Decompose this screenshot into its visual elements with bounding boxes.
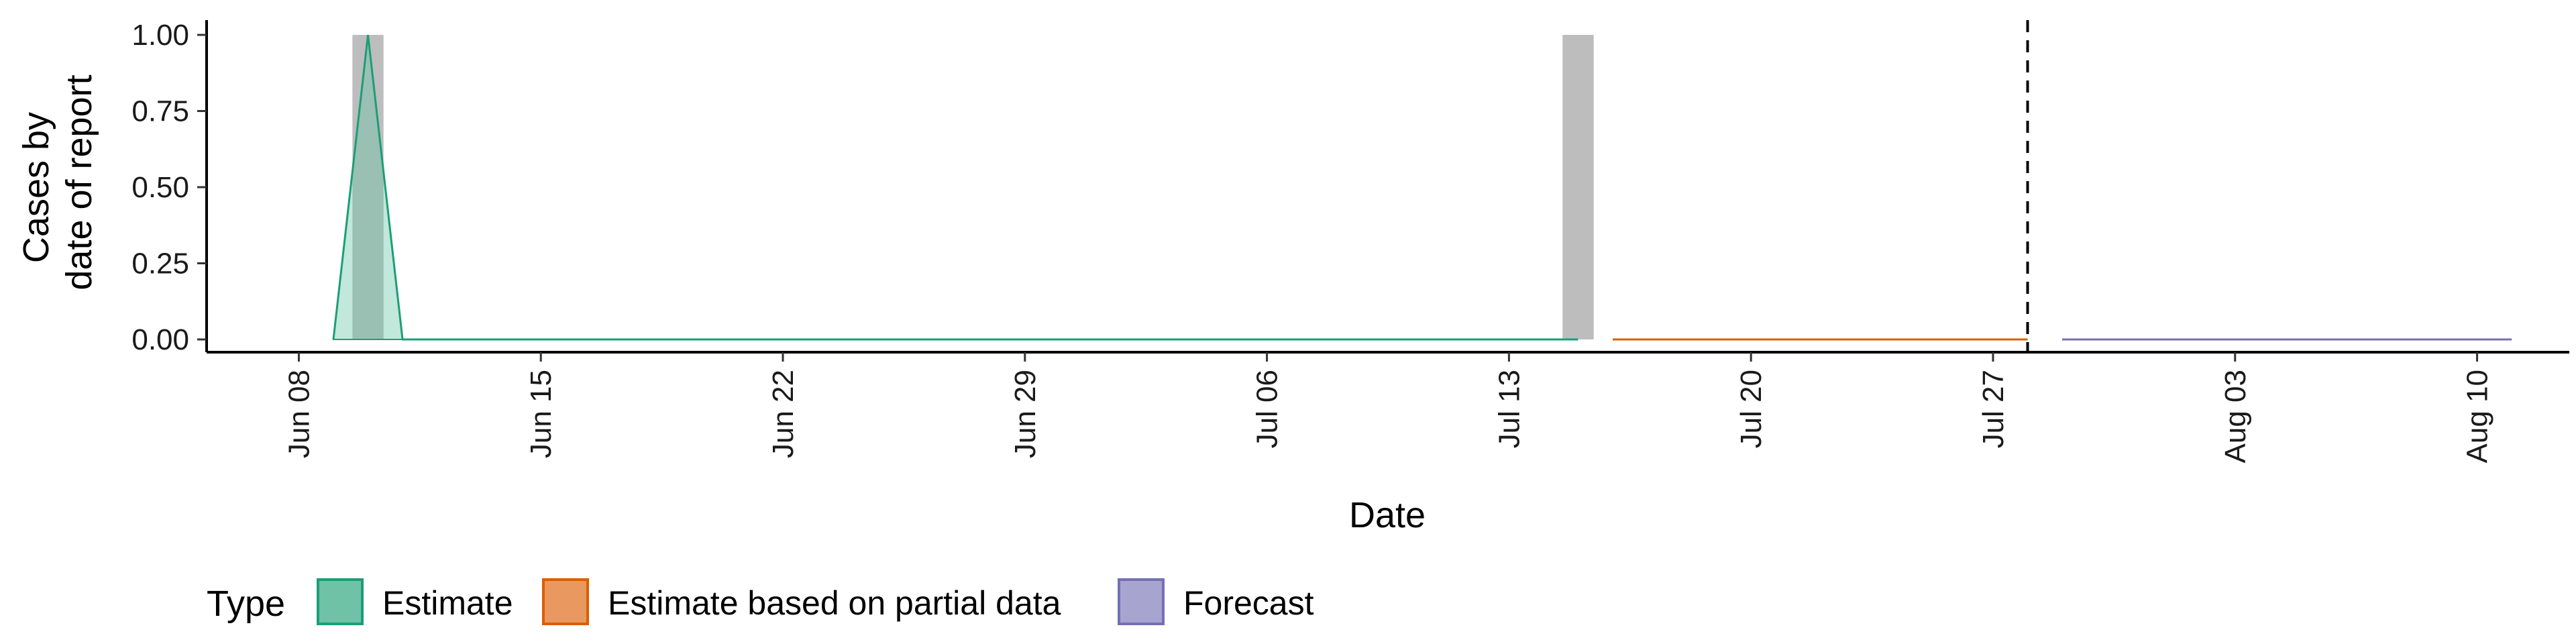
legend-title: Type [207, 584, 285, 624]
y-tick-label-5: 1.00 [131, 19, 189, 52]
x-tick-label-8: Jul 27 [1977, 370, 2010, 448]
reported-case-bar-2 [1562, 35, 1594, 339]
reported-case-bar-1 [352, 35, 384, 339]
x-axis-title: Date [1349, 495, 1426, 535]
x-tick-label-1: Jun 08 [282, 370, 315, 458]
x-tick-label-6: Jul 13 [1493, 370, 1525, 448]
series-ribbon-1 [332, 34, 1578, 340]
y-tick-label-3: 0.50 [131, 171, 189, 204]
x-tick-label-5: Jul 06 [1251, 370, 1284, 448]
series-line-1 [332, 34, 1578, 341]
y-axis-title-line-1: Cases by [16, 112, 56, 263]
x-tick-label-2: Jun 15 [525, 370, 557, 458]
x-tick-label-9: Aug 03 [2219, 370, 2252, 463]
y-tick-label-2: 0.25 [131, 248, 189, 280]
legend: Type Estimate Estimate based on partial da… [207, 578, 1314, 625]
x-tick-label-7: Jul 20 [1735, 370, 1768, 448]
y-tick-label-1: 0.00 [131, 323, 189, 356]
legend-key-1 [317, 578, 364, 625]
legend-key-2 [542, 578, 589, 625]
axes: 0.00 0.25 0.50 0.75 1.00 Jun 08 Jun 15 Jun 22 Ju… [131, 19, 2569, 463]
plot-area [332, 20, 2512, 352]
y-axis-title-line-2: date of report [59, 74, 99, 290]
y-axis-title: Cases by date of report [16, 74, 99, 290]
x-tick-label-10: Aug 10 [2461, 370, 2494, 463]
x-tick-label-4: Jun 29 [1009, 370, 1042, 458]
legend-label-3: Forecast [1183, 584, 1314, 622]
legend-label-1: Estimate [382, 584, 513, 622]
y-tick-label-4: 0.75 [131, 95, 189, 128]
legend-key-3 [1118, 578, 1165, 625]
legend-label-2: Estimate based on partial data [608, 584, 1061, 622]
x-tick-label-3: Jun 22 [767, 370, 800, 458]
